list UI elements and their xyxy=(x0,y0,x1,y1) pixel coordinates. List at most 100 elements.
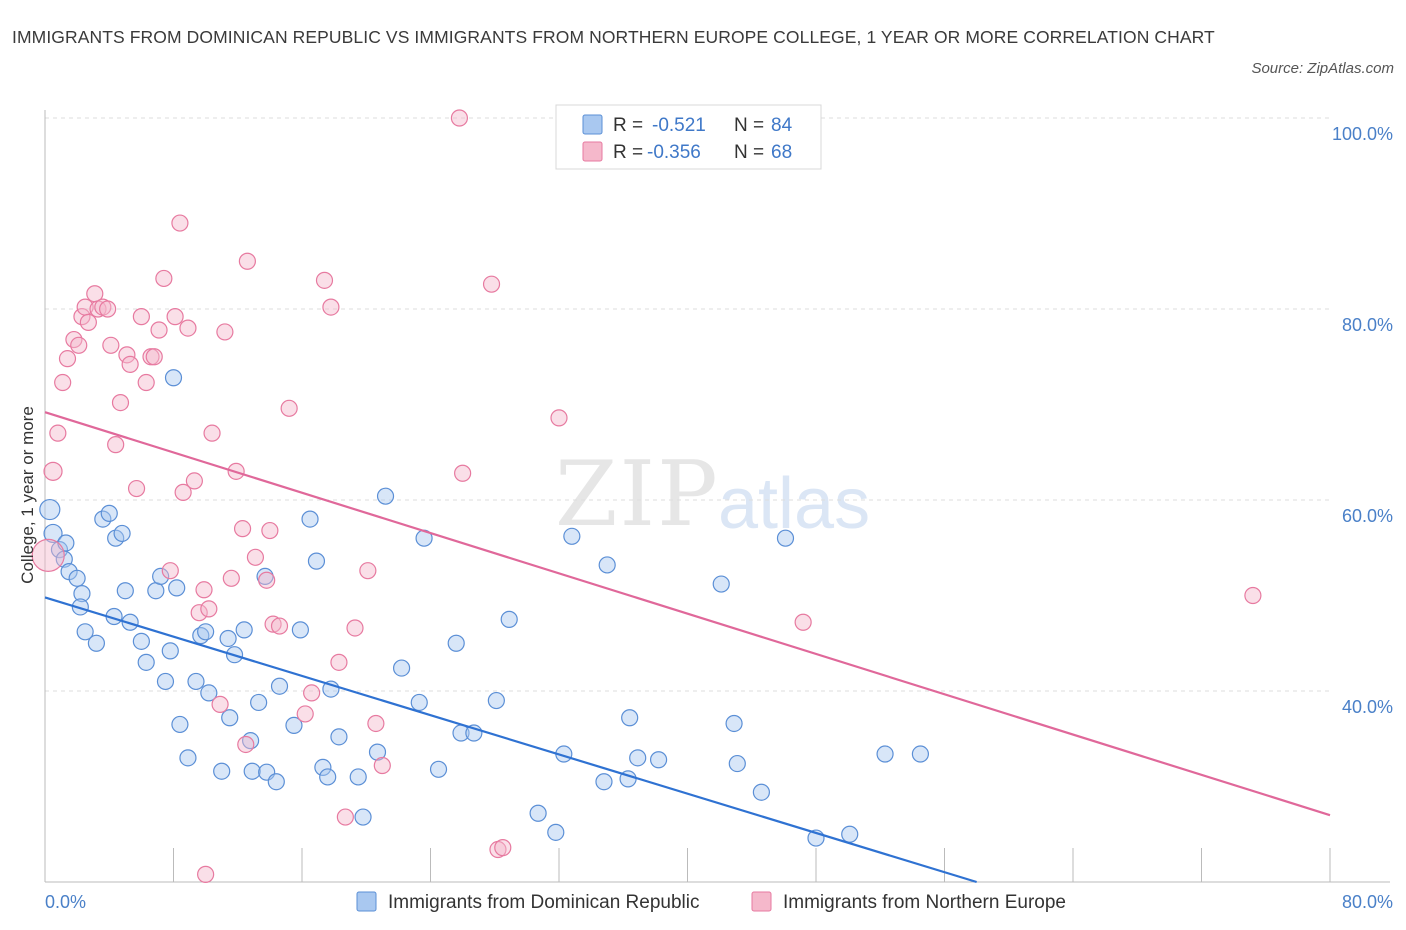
legend-n-label-1: N = xyxy=(734,115,764,136)
scatter-point xyxy=(315,271,334,289)
scatter-point xyxy=(200,600,218,618)
scatter-point xyxy=(58,350,77,368)
scatter-point xyxy=(280,399,298,417)
bottom-legend: Immigrants from Dominican Republic Immig… xyxy=(356,891,1066,913)
scatter-point xyxy=(127,479,146,498)
legend-swatch-blue xyxy=(582,114,603,135)
scatter-point xyxy=(137,373,155,392)
scatter-point xyxy=(450,109,469,127)
scatter-point xyxy=(31,538,65,572)
scatter-point xyxy=(102,336,120,354)
scatter-point xyxy=(301,510,319,528)
bottom-legend-swatch-blue xyxy=(356,891,377,912)
scatter-point xyxy=(264,615,282,633)
scatter-point xyxy=(203,424,221,442)
legend-swatch-pink xyxy=(582,141,603,162)
scatter-point xyxy=(116,582,134,600)
scatter-point xyxy=(307,552,326,570)
scatter-point xyxy=(246,548,265,566)
scatter-point xyxy=(111,393,130,412)
watermark-atlas: atlas xyxy=(718,464,870,544)
scatter-point xyxy=(185,472,203,490)
scatter-point xyxy=(346,619,364,637)
scatter-point xyxy=(137,653,155,671)
scatter-point xyxy=(197,865,215,883)
trend-lines xyxy=(44,411,1331,884)
scatter-point xyxy=(107,436,125,454)
scatter-point xyxy=(235,621,253,639)
scatter-point xyxy=(285,716,303,734)
scatter-point xyxy=(132,308,150,326)
scatter-point xyxy=(429,760,448,778)
chart-title: IMMIGRANTS FROM DOMINICAN REPUBLIC VS IM… xyxy=(12,27,1215,47)
scatter-point xyxy=(190,604,208,622)
scatter-point xyxy=(550,409,568,427)
scatter-point xyxy=(250,693,268,712)
scatter-point xyxy=(161,642,179,660)
source-label: Source: ZipAtlas.com xyxy=(1251,60,1394,77)
bottom-legend-label-pink: Immigrants from Northern Europe xyxy=(783,892,1066,913)
scatter-point xyxy=(171,715,189,734)
scatter-point xyxy=(261,521,279,540)
scatter-point xyxy=(368,743,387,761)
scatter-point xyxy=(70,336,88,354)
scatter-point xyxy=(841,825,859,843)
scatter-point xyxy=(71,598,89,616)
legend-n-label-2: N = xyxy=(734,142,764,163)
x-tick-label-80: 80.0% xyxy=(1342,892,1393,912)
scatter-point xyxy=(595,773,613,791)
scatter-point xyxy=(219,629,237,648)
series-northern-europe xyxy=(31,109,1262,883)
scatter-point xyxy=(197,623,215,641)
scatter-point xyxy=(911,745,930,763)
scatter-point xyxy=(367,714,385,733)
scatter-point xyxy=(195,581,213,599)
scatter-point xyxy=(147,582,165,600)
scatter-point xyxy=(233,520,252,538)
scatter-point xyxy=(145,348,163,366)
scatter-point xyxy=(876,745,894,763)
scatter-point xyxy=(776,529,795,547)
scatter-point xyxy=(213,762,231,780)
scatter-point xyxy=(54,373,72,392)
scatter-point xyxy=(752,783,770,801)
scatter-point xyxy=(649,751,668,769)
scatter-point xyxy=(43,461,63,481)
y-tick-label-60: 60.0% xyxy=(1342,506,1393,526)
scatter-point xyxy=(216,323,234,341)
scatter-point xyxy=(150,321,168,339)
scatter-point xyxy=(728,754,746,773)
scatter-point xyxy=(563,527,581,545)
scatter-point xyxy=(76,623,94,641)
legend-r-value-1: -0.521 xyxy=(652,115,706,136)
scatter-point xyxy=(330,728,348,746)
scatter-point xyxy=(73,308,91,326)
scatter-point xyxy=(330,653,348,671)
scatter-point xyxy=(132,632,150,650)
scatter-point xyxy=(712,575,730,593)
scatter-point xyxy=(171,214,189,232)
scatter-point xyxy=(152,567,170,586)
scatter-point xyxy=(725,714,743,733)
scatter-point xyxy=(1244,586,1262,605)
y-tick-label-100: 100.0% xyxy=(1332,124,1393,144)
scatter-point xyxy=(121,613,139,631)
scatter-point xyxy=(270,677,289,695)
legend-r-label-2: R = xyxy=(613,142,643,163)
scatter-point xyxy=(174,483,192,501)
scatter-point xyxy=(629,749,647,767)
scatter-point xyxy=(43,523,63,544)
legend-r-label-1: R = xyxy=(613,115,643,136)
x-tick-label-0: 0.0% xyxy=(45,892,86,912)
scatter-point xyxy=(113,524,131,543)
scatter-point xyxy=(354,808,372,826)
scatter-point xyxy=(291,621,309,639)
y-tick-label-40: 40.0% xyxy=(1342,697,1393,717)
y-axis-label: College, 1 year or more xyxy=(18,406,37,584)
legend: R = -0.521 N = 84 R = -0.356 N = 68 xyxy=(555,104,822,170)
scatter-point xyxy=(487,691,505,710)
scatter-point xyxy=(598,556,616,574)
scatter-point xyxy=(621,709,639,727)
legend-n-value-1: 84 xyxy=(771,115,793,136)
scatter-point xyxy=(267,773,285,791)
